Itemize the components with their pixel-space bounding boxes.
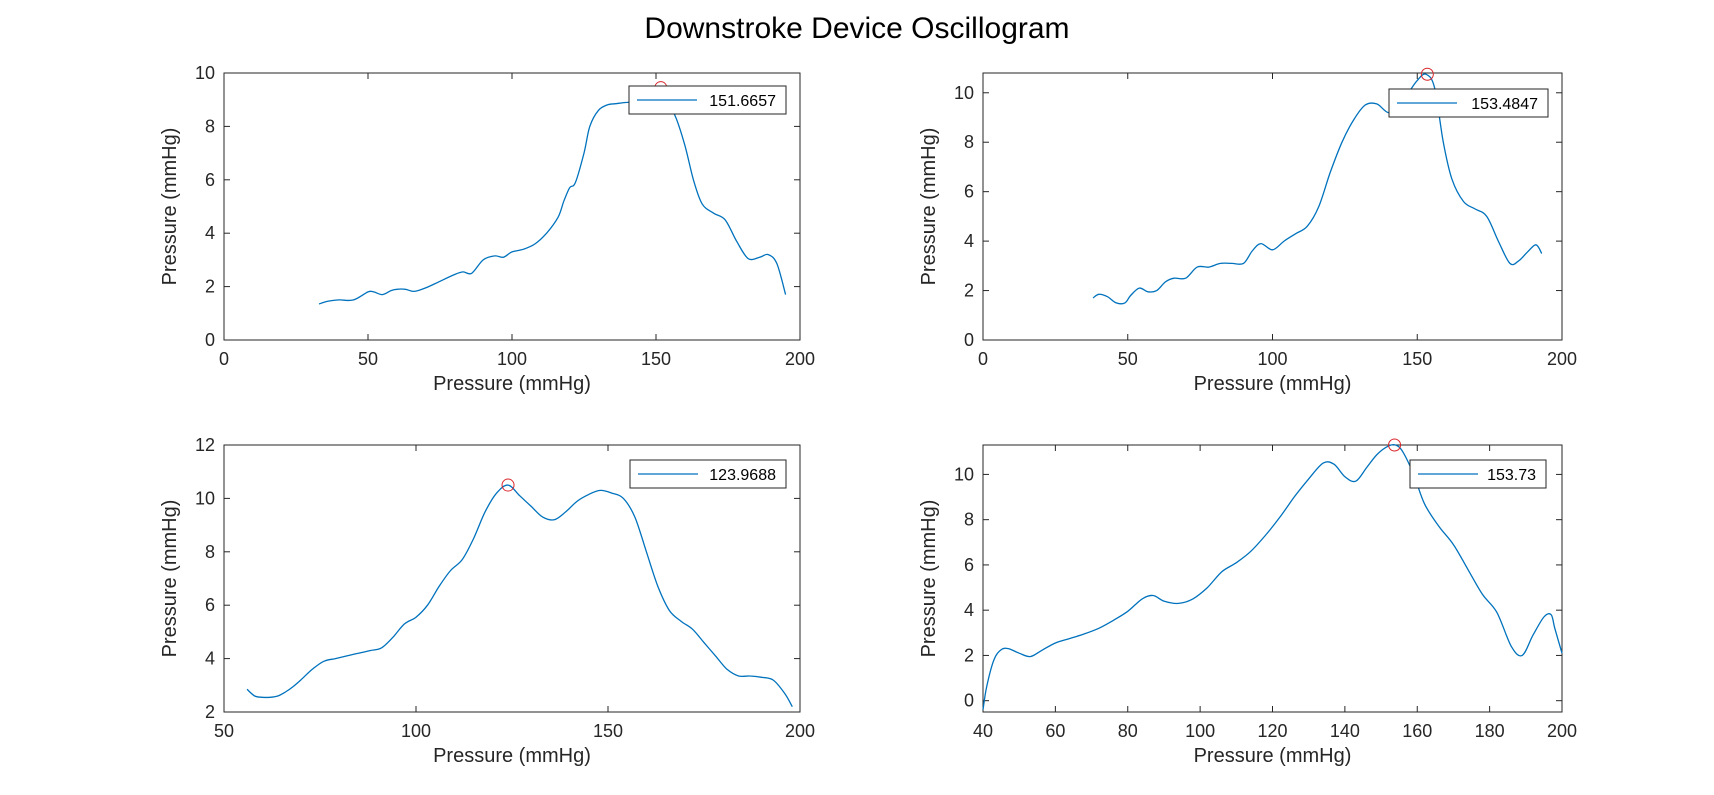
legend-entry: 123.9688 [709, 467, 776, 484]
y-tick-label: 0 [205, 330, 215, 350]
x-tick-label: 50 [358, 349, 378, 369]
y-tick-label: 10 [954, 83, 974, 103]
x-tick-label: 120 [1257, 721, 1287, 741]
y-tick-label: 2 [205, 702, 215, 722]
y-tick-label: 8 [205, 542, 215, 562]
y-tick-label: 10 [195, 488, 215, 508]
legend-entry: 153.73 [1487, 467, 1536, 484]
x-tick-label: 40 [973, 721, 993, 741]
x-tick-label: 50 [1118, 349, 1138, 369]
x-tick-label: 150 [593, 721, 623, 741]
subplot-1: 0 50 100 150 200 0 2 4 6 8 10 Pressure (mmHg) Pressu… [159, 63, 815, 395]
y-tick-label: 0 [964, 691, 974, 711]
y-tick-label: 4 [964, 231, 974, 251]
y-axis-label: Pressure (mmHg) [159, 500, 181, 658]
subplot-2: 0 50 100 150 200 0 2 4 6 8 10 Pressure (mmHg) Pressu… [918, 67, 1577, 395]
series-line [246, 484, 793, 708]
y-tick-label: 2 [205, 277, 215, 297]
legend: 153.4847 [1388, 88, 1549, 118]
y-tick-label: 10 [195, 63, 215, 83]
y-tick-label: 6 [964, 555, 974, 575]
axes-box [223, 444, 801, 713]
series-line [982, 443, 1563, 710]
x-tick-label: 150 [1402, 349, 1432, 369]
peak-marker [1420, 67, 1434, 81]
x-tick-label: 150 [641, 349, 671, 369]
x-tick-label: 0 [219, 349, 229, 369]
x-axis-label: Pressure (mmHg) [433, 745, 591, 767]
y-tick-label: 2 [964, 645, 974, 665]
y-tick-label: 4 [205, 223, 215, 243]
subplot-4: 40 60 80 100 120 140 160 180 200 0 2 4 6 8 10 Pressure … [918, 438, 1577, 767]
x-axis-label: Pressure (mmHg) [433, 373, 591, 395]
series-line [318, 99, 787, 305]
legend: 123.9688 [629, 459, 787, 489]
x-tick-label: 160 [1402, 721, 1432, 741]
peak-marker [501, 478, 515, 492]
legend-entry: 153.4847 [1471, 96, 1538, 113]
peak-marker [1388, 438, 1402, 452]
y-tick-label: 4 [964, 600, 974, 620]
x-tick-label: 100 [1257, 349, 1287, 369]
y-tick-label: 6 [205, 170, 215, 190]
x-tick-label: 200 [785, 349, 815, 369]
x-axis-label: Pressure (mmHg) [1194, 745, 1352, 767]
y-tick-label: 2 [964, 281, 974, 301]
x-tick-label: 100 [1185, 721, 1215, 741]
y-axis-label: Pressure (mmHg) [918, 128, 940, 286]
x-tick-label: 200 [1547, 721, 1577, 741]
x-tick-label: 140 [1330, 721, 1360, 741]
y-tick-label: 4 [205, 649, 215, 669]
y-tick-label: 8 [205, 116, 215, 136]
x-tick-label: 100 [401, 721, 431, 741]
x-axis-label: Pressure (mmHg) [1194, 373, 1352, 395]
x-tick-label: 80 [1118, 721, 1138, 741]
x-tick-label: 200 [785, 721, 815, 741]
y-tick-label: 6 [964, 182, 974, 202]
y-axis-label: Pressure (mmHg) [918, 500, 940, 658]
x-tick-label: 100 [497, 349, 527, 369]
x-tick-label: 200 [1547, 349, 1577, 369]
legend: 151.6657 [628, 85, 787, 115]
y-tick-label: 12 [195, 435, 215, 455]
x-tick-label: 60 [1045, 721, 1065, 741]
figure-title: Downstroke Device Oscillogram [644, 12, 1070, 45]
y-axis-label: Pressure (mmHg) [159, 128, 181, 286]
y-tick-label: 10 [954, 464, 974, 484]
series-line [1092, 73, 1543, 305]
x-tick-label: 0 [978, 349, 988, 369]
legend: 153.73 [1409, 459, 1547, 489]
y-tick-label: 0 [964, 330, 974, 350]
legend-entry: 151.6657 [709, 93, 776, 110]
y-tick-label: 8 [964, 510, 974, 530]
y-tick-label: 6 [205, 595, 215, 615]
x-tick-label: 180 [1475, 721, 1505, 741]
subplot-3: 50 100 150 200 2 4 6 8 10 12 Pressure (mmHg) Pressu… [159, 435, 815, 767]
x-tick-label: 50 [214, 721, 234, 741]
y-tick-label: 8 [964, 132, 974, 152]
